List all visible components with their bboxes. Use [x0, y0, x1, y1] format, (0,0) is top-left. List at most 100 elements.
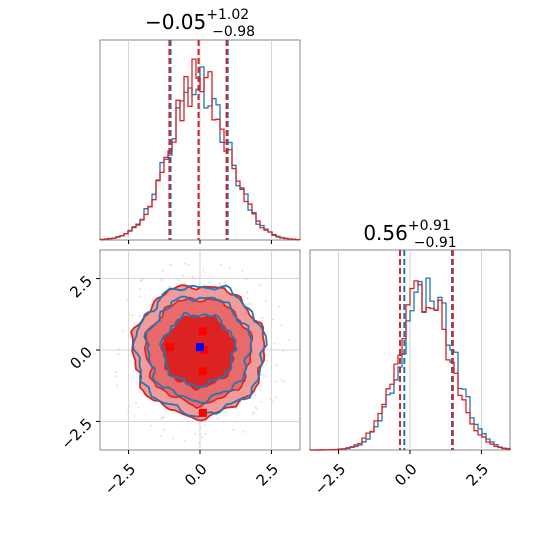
scatter-point [128, 405, 131, 408]
scatter-point [162, 428, 165, 431]
scatter-point [159, 435, 162, 438]
marker-red [198, 367, 207, 376]
scatter-point [244, 303, 247, 306]
scatter-point [183, 439, 186, 442]
scatter-point [252, 411, 255, 414]
scatter-point [269, 398, 272, 401]
scatter-point [198, 422, 201, 425]
scatter-point [138, 295, 141, 298]
scatter-point [283, 381, 286, 384]
scatter-point [273, 342, 276, 345]
scatter-point [129, 336, 132, 339]
marginal-y-histograms [309, 277, 511, 451]
marker-red [200, 346, 209, 354]
marker-blue [196, 343, 204, 352]
histogram-red [99, 58, 301, 241]
scatter-point [139, 280, 142, 283]
x-tick-label: −2.5 [311, 460, 349, 498]
scatter-point [160, 418, 163, 421]
scatter-point [275, 396, 278, 399]
marginal-y-title: 0.56+0.91 −0.91 [363, 218, 456, 251]
scatter-point [218, 281, 221, 284]
y-tick-label: −2.5 [58, 415, 96, 453]
contour-blue-middle [143, 295, 253, 405]
scatter-point [262, 373, 265, 376]
scatter-point [116, 384, 119, 387]
marginal-y-grid [338, 250, 482, 450]
joint-y-tick-labels: 2.5 0.0 −2.5 [58, 272, 96, 453]
scatter-point [114, 370, 117, 373]
scatter-point [270, 400, 273, 403]
scatter-point [260, 373, 263, 376]
scatter-point [288, 338, 291, 341]
scatter-point [272, 318, 275, 321]
contour-red-inner [160, 314, 237, 391]
scatter-point [278, 305, 281, 308]
scatter-point [198, 441, 201, 444]
scatter-point [260, 384, 263, 387]
y-tick-label: 2.5 [66, 272, 96, 302]
scatter-point [253, 394, 256, 397]
scatter-point [219, 263, 222, 266]
scatter-point [251, 413, 254, 416]
marginal-x-title-sub: −0.98 [212, 24, 255, 40]
marginal-x-histograms [99, 58, 301, 241]
scatter-point [127, 314, 130, 317]
x-tick-label: −2.5 [101, 460, 139, 498]
scatter-point [261, 316, 264, 319]
scatter-point [201, 436, 204, 439]
scatter-point [260, 401, 263, 404]
scatter-point [248, 302, 251, 305]
scatter-point [199, 427, 202, 430]
marginal-x-ticks [128, 240, 272, 244]
joint-x-tick-labels: −2.5 0.0 2.5 [101, 460, 282, 498]
marginal-y-x-tick-labels: −2.5 0.0 2.5 [311, 460, 492, 498]
marginal-x-title-main: −0.05 [145, 10, 206, 34]
scatter-point [219, 283, 222, 286]
marginal-y-panel: −2.5 0.0 2.5 0.56+0.91 −0.91 [309, 218, 511, 499]
scatter-point [217, 417, 220, 420]
y-tick-label: 0.0 [66, 343, 96, 373]
marker-red [198, 408, 207, 417]
marginal-x-quantile-lines [168, 40, 229, 240]
marginal-y-title-main: 0.56 [363, 221, 408, 245]
scatter-point [117, 353, 120, 356]
scatter-point [241, 430, 244, 433]
scatter-point [126, 298, 129, 301]
scatter-point [181, 274, 184, 277]
x-tick-label: 2.5 [463, 460, 493, 490]
joint-ticks [96, 278, 272, 454]
scatter-point [138, 314, 141, 317]
scatter-point [208, 281, 211, 284]
scatter-point [224, 281, 227, 284]
scatter-point [139, 288, 142, 291]
scatter-point [161, 416, 164, 419]
scatter-point [191, 275, 194, 278]
scatter-point [265, 359, 268, 362]
x-tick-label: 0.0 [391, 460, 421, 490]
scatter-point [275, 364, 278, 367]
scatter-point [126, 412, 129, 415]
scatter-point [234, 407, 237, 410]
marginal-x-title-sup: +1.02 [206, 7, 249, 23]
scatter-point [204, 271, 207, 274]
scatter-point [270, 368, 273, 371]
scatter-point [160, 278, 163, 281]
scatter-point [246, 291, 249, 294]
scatter-point [137, 406, 140, 409]
scatter-point [204, 432, 207, 435]
scatter-point [262, 365, 265, 368]
scatter-point [187, 263, 190, 266]
scatter-point [279, 324, 282, 327]
scatter-point [183, 262, 186, 265]
scatter-point [133, 415, 136, 418]
scatter-point [275, 380, 278, 383]
marginal-y-title-sub: −0.91 [414, 235, 457, 251]
scatter-point [258, 388, 261, 391]
scatter-point [239, 401, 242, 404]
scatter-point [282, 349, 285, 352]
scatter-point [265, 300, 268, 303]
scatter-point [167, 285, 170, 288]
scatter-point [162, 416, 165, 419]
